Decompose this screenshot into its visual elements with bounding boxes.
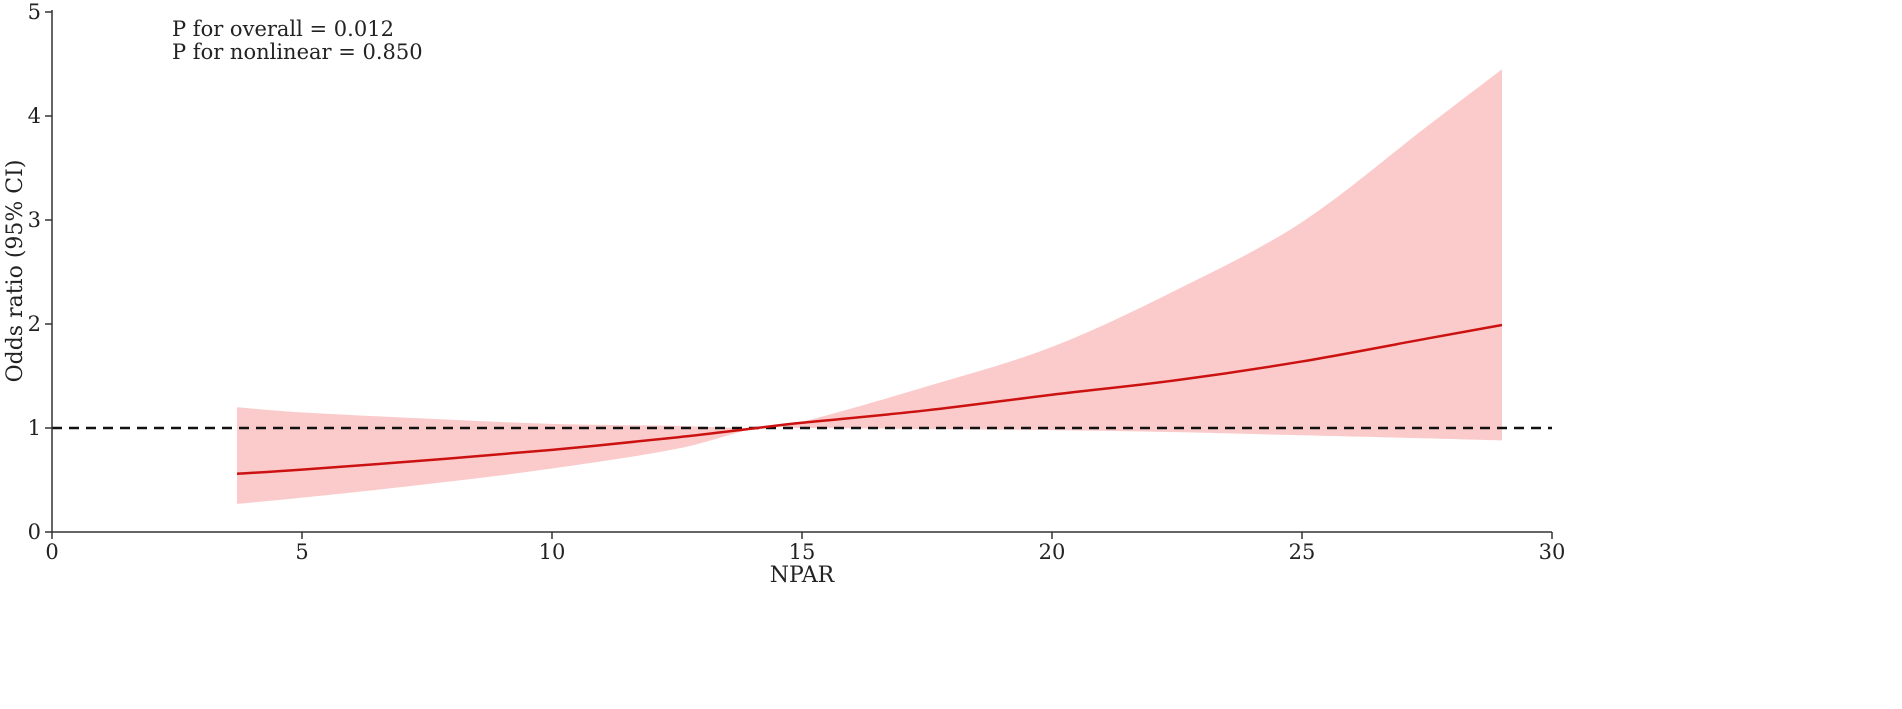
x-tick-label: 0 (45, 540, 58, 564)
x-tick-label: 30 (1539, 540, 1566, 564)
p-nonlinear-annotation: P for nonlinear = 0.850 (172, 40, 423, 64)
x-tick-label: 25 (1289, 540, 1316, 564)
x-tick-label: 5 (295, 540, 308, 564)
odds-ratio-line (236, 323, 1503, 476)
confidence-band (237, 69, 1502, 504)
p-overall-annotation: P for overall = 0.012 (172, 17, 394, 41)
x-tick-label: 15 (789, 540, 816, 564)
y-tick-label: 5 (28, 0, 41, 24)
x-axis-title: NPAR (770, 563, 836, 588)
y-tick-label: 0 (28, 520, 41, 544)
y-tick-label: 2 (28, 312, 41, 336)
odds-ratio-line-layer (236, 323, 1503, 476)
y-tick-label: 4 (28, 104, 41, 128)
x-tick-label: 10 (539, 540, 566, 564)
y-tick-label: 3 (28, 208, 41, 232)
x-ticks: 0 5 10 15 20 25 30 (45, 532, 1565, 564)
x-tick-label: 20 (1039, 540, 1066, 564)
y-axis-title: Odds ratio (95% CI) (3, 160, 28, 383)
y-tick-label: 1 (28, 416, 41, 440)
y-ticks: 0 1 2 3 4 5 (28, 0, 52, 544)
confidence-band-layer (237, 69, 1502, 504)
